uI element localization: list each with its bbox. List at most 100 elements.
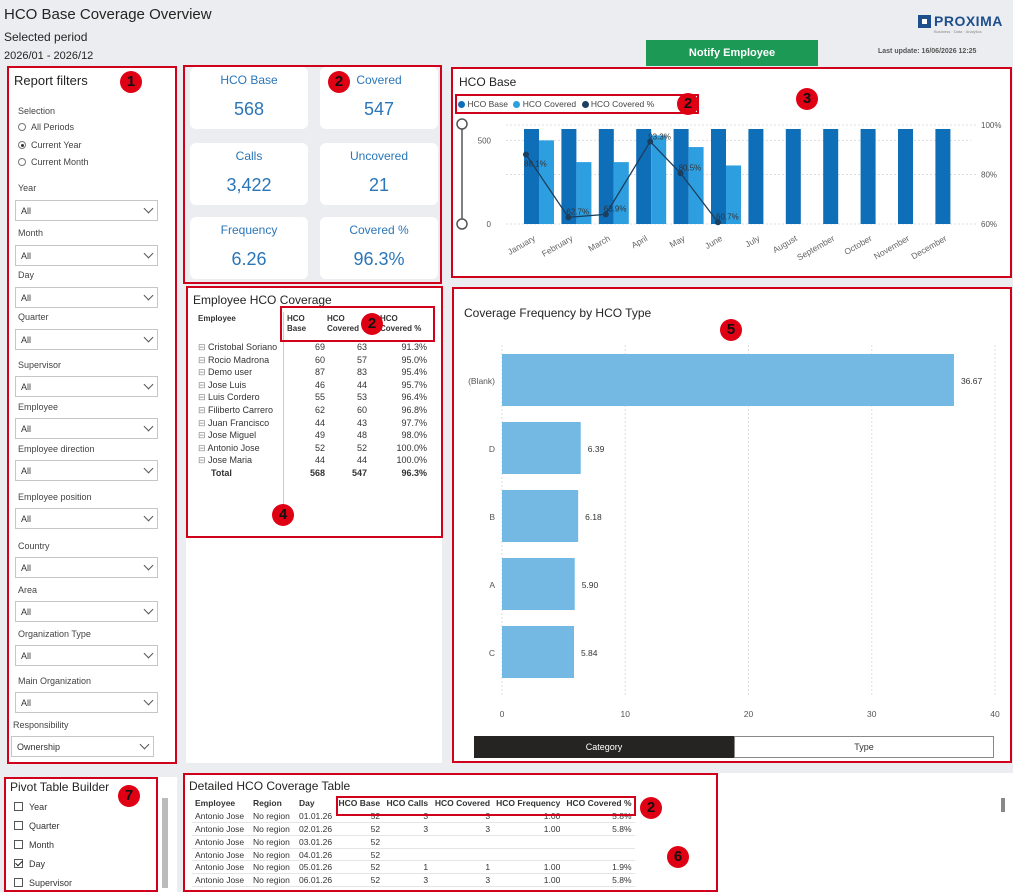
y2-tick-label: 60% xyxy=(981,220,997,229)
kpi-label: Covered % xyxy=(349,223,409,237)
table-cell: Antonio Jose xyxy=(192,822,250,836)
detail-column-header[interactable]: HCO Frequency xyxy=(496,798,561,809)
filter-dropdown[interactable]: Ownership xyxy=(11,736,154,757)
filter-dropdown[interactable]: All xyxy=(15,508,158,529)
table-row[interactable]: ⊟ Jose Luis 46 44 95.7% xyxy=(195,380,431,393)
filter-dropdown[interactable]: All xyxy=(15,287,158,308)
expand-icon[interactable]: ⊟ xyxy=(198,417,209,428)
table-row[interactable]: ⊟ Demo user 87 83 95.4% xyxy=(195,367,431,380)
data-label: 6.18 xyxy=(585,512,602,522)
detail-scrollbar[interactable] xyxy=(1001,798,1005,812)
table-row[interactable]: Antonio Jose No region 04.01.26 52 xyxy=(192,848,635,862)
legend-hco-covered[interactable]: HCO Covered xyxy=(522,99,577,109)
table-row[interactable]: Antonio Jose No region 03.01.26 52 xyxy=(192,835,635,849)
filter-dropdown[interactable]: All xyxy=(15,200,158,221)
filter-label: Employee direction xyxy=(18,444,95,454)
table-row[interactable]: Antonio Jose No region 06.01.26 52 3 3 1.00 5.8… xyxy=(192,873,635,888)
expand-icon[interactable]: ⊟ xyxy=(198,379,209,390)
detail-column-header[interactable]: Region xyxy=(253,798,282,809)
pivot-checkbox[interactable]: Supervisor xyxy=(14,878,72,888)
checkbox-icon xyxy=(14,821,23,830)
table-row[interactable]: ⊟ Rocio Madrona 60 57 95.0% xyxy=(195,355,431,368)
pivot-checkbox[interactable]: Day xyxy=(14,859,45,869)
range-slider-handle-icon xyxy=(456,218,468,230)
detail-column-header[interactable]: Day xyxy=(299,798,315,809)
checkbox-icon xyxy=(14,802,23,811)
hco-base-chart-title: HCO Base xyxy=(459,75,517,89)
filter-label: Year xyxy=(18,183,37,193)
col-employee[interactable]: Employee xyxy=(198,314,236,323)
filter-dropdown[interactable]: All xyxy=(15,245,158,266)
chevron-down-icon xyxy=(143,695,154,706)
filter-dropdown[interactable]: All xyxy=(15,601,158,622)
chevron-down-icon xyxy=(143,463,154,474)
table-row[interactable]: Antonio Jose No region 01.01.26 52 3 3 1.00 5.8… xyxy=(192,809,635,824)
filter-dropdown[interactable]: All xyxy=(15,329,158,350)
bar xyxy=(502,626,574,678)
frequency-chart: 0 10 20 30 40 (Blank) 36.67 D 6.39 B 6.18 A 5.90 C 5.8… xyxy=(468,345,1000,719)
col-hco-covered-pct[interactable]: HCO Covered % xyxy=(380,314,422,333)
table-cell: 49 xyxy=(314,430,325,441)
expand-icon[interactable]: ⊟ xyxy=(198,354,209,365)
expand-icon[interactable]: ⊟ xyxy=(198,430,209,441)
notify-employee-button[interactable]: Notify Employee xyxy=(646,40,818,66)
expand-icon[interactable]: ⊟ xyxy=(198,367,209,378)
table-row[interactable]: ⊟ Antonio Jose 52 52 100.0% xyxy=(195,443,431,456)
filter-dropdown[interactable]: All xyxy=(15,692,158,713)
table-total-row: Total 568 547 96.3% xyxy=(195,468,431,481)
table-row[interactable]: ⊟ Luis Cordero 55 53 96.4% xyxy=(195,392,431,405)
table-row[interactable]: ⊟ Jose Miguel 49 48 98.0% xyxy=(195,430,431,443)
table-cell: 44 xyxy=(314,417,325,428)
detail-column-header[interactable]: Employee xyxy=(195,798,236,809)
col-hco-base[interactable]: HCO Base xyxy=(287,314,307,333)
kpi-card: HCO Base 568 xyxy=(190,67,308,129)
table-cell: 69 xyxy=(314,342,325,352)
toggle-type-button[interactable]: Type xyxy=(734,736,994,758)
bar-hco-base xyxy=(860,129,876,224)
kpi-card: Calls 3,422 xyxy=(190,143,308,205)
detail-column-header[interactable]: HCO Covered % xyxy=(566,798,632,809)
table-row[interactable]: Antonio Jose No region 02.01.26 52 3 3 1.00 5.8… xyxy=(192,822,635,836)
pivot-scrollbar[interactable] xyxy=(162,798,168,888)
toggle-category-button[interactable]: Category xyxy=(474,736,734,758)
expand-icon[interactable]: ⊟ xyxy=(198,455,209,466)
expand-icon[interactable]: ⊟ xyxy=(198,404,209,415)
line-hco-covered-pct xyxy=(525,140,719,223)
y2-tick-label: 100% xyxy=(981,121,1001,130)
expand-icon[interactable]: ⊟ xyxy=(198,392,209,403)
pivot-checkbox[interactable]: Quarter xyxy=(14,821,60,831)
pivot-checkbox[interactable]: Year xyxy=(14,802,47,812)
expand-icon[interactable]: ⊟ xyxy=(198,442,208,453)
filter-dropdown[interactable]: All xyxy=(15,645,158,666)
table-cell: 83 xyxy=(356,367,367,378)
expand-icon[interactable]: ⊟ xyxy=(198,342,209,352)
table-row[interactable]: ⊟ Jose Maria 44 44 100.0% xyxy=(195,455,431,468)
data-label: 62.7% xyxy=(566,207,589,216)
selection-radio-2[interactable]: Current Month xyxy=(18,157,89,167)
legend-hco-covered-pct[interactable]: HCO Covered % xyxy=(590,99,655,109)
x-tick-label: 30 xyxy=(867,709,877,719)
table-cell: Jose Maria xyxy=(208,455,253,466)
col-hco-covered[interactable]: HCO Covered xyxy=(327,314,360,333)
table-cell: 95.4% xyxy=(401,367,427,378)
table-row[interactable]: ⊟ Filiberto Carrero 62 60 96.8% xyxy=(195,405,431,418)
x-tick-label: December xyxy=(909,233,948,261)
chevron-down-icon xyxy=(143,648,154,659)
filter-dropdown[interactable]: All xyxy=(15,460,158,481)
pivot-checkbox[interactable]: Month xyxy=(14,840,54,850)
table-row[interactable]: ⊟ Juan Francisco 44 43 97.7% xyxy=(195,418,431,431)
table-cell xyxy=(563,835,635,849)
detail-column-header[interactable]: HCO Base xyxy=(338,798,381,809)
filter-dropdown[interactable]: All xyxy=(15,418,158,439)
table-row[interactable]: Antonio Jose No region 05.01.26 52 1 1 1.00 1.9… xyxy=(192,860,635,875)
data-label: 80.5% xyxy=(679,163,702,172)
table-row[interactable]: ⊟ Cristobal Soriano 69 63 91.3% xyxy=(195,342,431,355)
selection-radio-1[interactable]: Current Year xyxy=(18,140,82,150)
filter-dropdown[interactable]: All xyxy=(15,376,158,397)
filter-dropdown[interactable]: All xyxy=(15,557,158,578)
checkbox-label: Year xyxy=(29,802,48,812)
selection-radio-0[interactable]: All Periods xyxy=(18,122,74,132)
detail-column-header[interactable]: HCO Covered xyxy=(434,798,491,809)
detail-column-header[interactable]: HCO Calls xyxy=(386,798,429,809)
legend-hco-base[interactable]: HCO Base xyxy=(467,99,508,109)
